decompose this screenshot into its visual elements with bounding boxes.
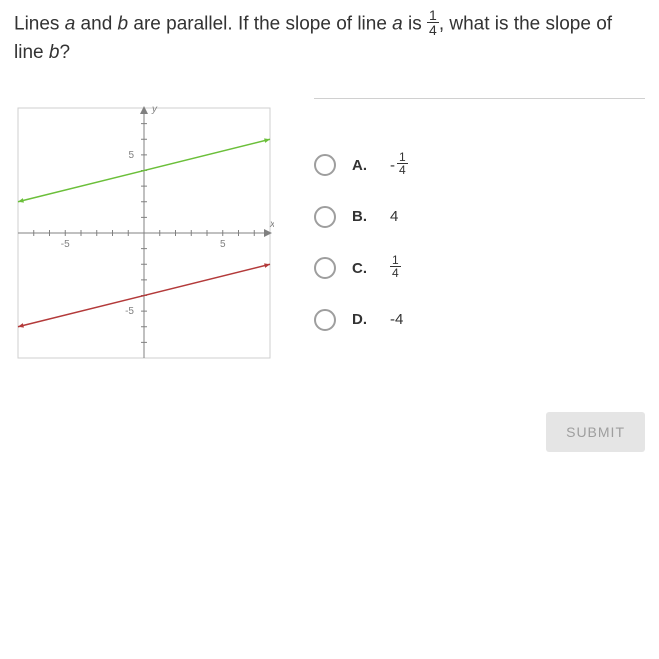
- option-letter: B.: [352, 208, 374, 225]
- option-letter: D.: [352, 311, 374, 328]
- question-text: Lines a and b are parallel. If the slope…: [14, 10, 645, 68]
- svg-text:x: x: [269, 219, 274, 230]
- graph: -5 5 -5 5 x y: [14, 98, 274, 368]
- svg-text:5: 5: [220, 239, 226, 250]
- option-letter: A.: [352, 157, 374, 174]
- submit-button[interactable]: SUBMIT: [546, 412, 645, 452]
- svg-text:y: y: [151, 104, 158, 115]
- option-a[interactable]: A. -14: [314, 153, 645, 178]
- option-value: -14: [390, 153, 408, 178]
- option-b[interactable]: B. 4: [314, 206, 645, 228]
- svg-text:5: 5: [128, 149, 134, 160]
- radio-icon[interactable]: [314, 154, 336, 176]
- svg-text:-5: -5: [61, 239, 70, 250]
- radio-icon[interactable]: [314, 257, 336, 279]
- option-value: -4: [390, 311, 403, 328]
- radio-icon[interactable]: [314, 206, 336, 228]
- svg-text:-5: -5: [125, 306, 134, 317]
- radio-icon[interactable]: [314, 309, 336, 331]
- option-value: 14: [390, 256, 401, 281]
- option-letter: C.: [352, 260, 374, 277]
- option-c[interactable]: C. 14: [314, 256, 645, 281]
- options-list: A. -14 B. 4 C. 14 D. -4: [314, 98, 645, 368]
- option-value: 4: [390, 208, 398, 225]
- option-d[interactable]: D. -4: [314, 309, 645, 331]
